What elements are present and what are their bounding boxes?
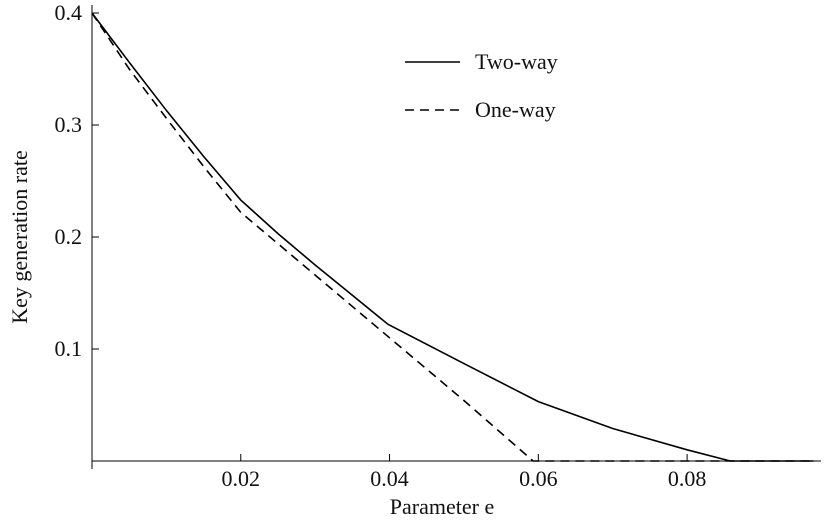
y-tick-label: 0.3: [55, 112, 83, 137]
y-tick-label: 0.1: [55, 336, 83, 361]
legend-label: One-way: [475, 97, 556, 122]
legend-label: Two-way: [475, 49, 558, 74]
x-axis-label: Parameter e: [390, 494, 494, 519]
y-tick-label: 0.4: [55, 0, 83, 25]
x-tick-label: 0.02: [222, 466, 261, 491]
line-series: [91, 12, 814, 462]
y-axis-label: Key generation rate: [7, 150, 32, 323]
line-series: [91, 12, 814, 462]
x-tick-label: 0.06: [519, 466, 558, 491]
x-tick-label: 0.04: [370, 466, 409, 491]
x-tick-label: 0.08: [668, 466, 707, 491]
y-tick-label: 0.2: [55, 224, 83, 249]
